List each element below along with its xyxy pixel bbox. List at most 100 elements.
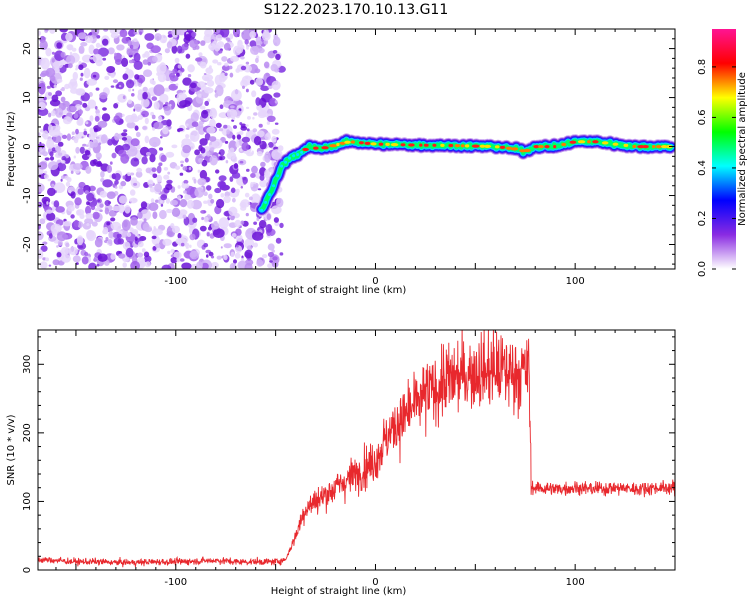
noise-blob xyxy=(139,260,146,268)
noise-blob xyxy=(236,244,239,248)
noise-blob xyxy=(71,81,78,89)
noise-blob xyxy=(141,156,148,165)
noise-blob xyxy=(271,128,280,135)
noise-blob xyxy=(57,152,63,156)
noise-blob xyxy=(95,87,100,91)
ridge-hotspot xyxy=(642,145,649,149)
noise-blob xyxy=(267,251,275,258)
noise-blob xyxy=(273,217,279,223)
noise-blob xyxy=(55,90,62,97)
noise-blob xyxy=(89,57,94,60)
noise-blob xyxy=(38,132,41,136)
ridge-hotspot xyxy=(408,143,415,147)
noise-blob xyxy=(256,130,265,138)
ridge-hotspot xyxy=(336,142,340,147)
noise-blob xyxy=(256,104,262,111)
noise-blob xyxy=(141,248,146,253)
noise-blob xyxy=(125,67,129,70)
noise-blob xyxy=(265,224,273,233)
noise-blob xyxy=(56,78,63,83)
ridge-hotspot xyxy=(569,140,577,144)
noise-blob xyxy=(248,196,253,201)
noise-blob xyxy=(162,40,167,43)
noise-blob xyxy=(165,101,169,106)
noise-blob xyxy=(102,179,113,188)
noise-blob xyxy=(149,136,161,148)
noise-blob xyxy=(73,155,77,159)
noise-blob xyxy=(39,141,42,145)
ridge-hotspot xyxy=(423,143,429,147)
noise-blob xyxy=(240,220,245,225)
noise-blob xyxy=(39,40,48,51)
snr-panel: -100 0 100 0 100 200 300 Height of straight lin… xyxy=(6,329,676,597)
noise-blob xyxy=(200,147,206,154)
noise-blob xyxy=(229,72,234,78)
ridge-hotspot xyxy=(385,142,390,146)
ridge-start-spot xyxy=(288,156,292,160)
noise-blob xyxy=(275,237,282,244)
noise-blob xyxy=(240,257,245,261)
noise-blob xyxy=(181,43,189,51)
noise-blob xyxy=(262,254,268,259)
noise-blob xyxy=(46,201,49,205)
noise-blob xyxy=(102,38,109,46)
noise-blob xyxy=(98,142,102,146)
noise-blob xyxy=(129,197,138,204)
noise-blob xyxy=(135,106,141,112)
noise-blob xyxy=(122,95,126,100)
noise-blob xyxy=(233,259,237,264)
noise-blob xyxy=(195,57,203,62)
noise-blob xyxy=(180,164,184,167)
noise-blob xyxy=(185,53,191,59)
noise-blob xyxy=(92,211,100,220)
noise-blob xyxy=(241,142,249,152)
ridge-start-spot xyxy=(272,184,276,188)
noise-blob xyxy=(245,124,249,127)
noise-blob xyxy=(261,31,271,41)
noise-blob xyxy=(96,263,100,267)
snr-series-line xyxy=(38,330,675,568)
noise-blob xyxy=(274,42,277,46)
noise-blob xyxy=(86,223,90,226)
noise-blob xyxy=(52,61,64,69)
noise-blob xyxy=(166,179,173,184)
noise-blob xyxy=(60,51,66,58)
noise-blob xyxy=(95,152,102,160)
noise-blob xyxy=(267,141,274,148)
ridge-hotspot xyxy=(344,140,351,144)
noise-blob xyxy=(206,126,216,134)
noise-blob xyxy=(176,72,180,78)
noise-blob xyxy=(38,183,45,193)
noise-blob xyxy=(255,97,261,106)
noise-blob xyxy=(121,132,128,137)
noise-blob xyxy=(212,40,218,48)
noise-blob xyxy=(218,49,223,54)
noise-blob xyxy=(130,260,140,269)
noise-blob xyxy=(224,72,228,77)
noise-blob xyxy=(215,169,220,174)
noise-blob xyxy=(253,221,257,225)
noise-blob xyxy=(250,45,260,55)
noise-blob xyxy=(61,134,68,139)
noise-blob xyxy=(164,48,170,54)
noise-blob xyxy=(113,115,121,122)
noise-blob xyxy=(91,29,100,37)
noise-blob xyxy=(210,255,215,259)
noise-blob xyxy=(190,134,196,141)
noise-blob xyxy=(66,105,77,113)
noise-blob xyxy=(102,226,109,234)
noise-blob xyxy=(162,126,169,135)
noise-blob xyxy=(266,115,276,123)
noise-blob xyxy=(151,96,158,101)
noise-blob xyxy=(149,186,156,193)
noise-blob xyxy=(257,188,262,191)
noise-blob xyxy=(101,113,111,122)
noise-blob xyxy=(206,150,211,157)
noise-blob xyxy=(209,144,213,148)
noise-blob xyxy=(264,133,272,141)
noise-blob xyxy=(249,40,257,48)
noise-blob xyxy=(179,172,184,176)
noise-blob xyxy=(84,35,94,43)
noise-blob xyxy=(72,136,79,141)
noise-blob xyxy=(108,230,114,239)
